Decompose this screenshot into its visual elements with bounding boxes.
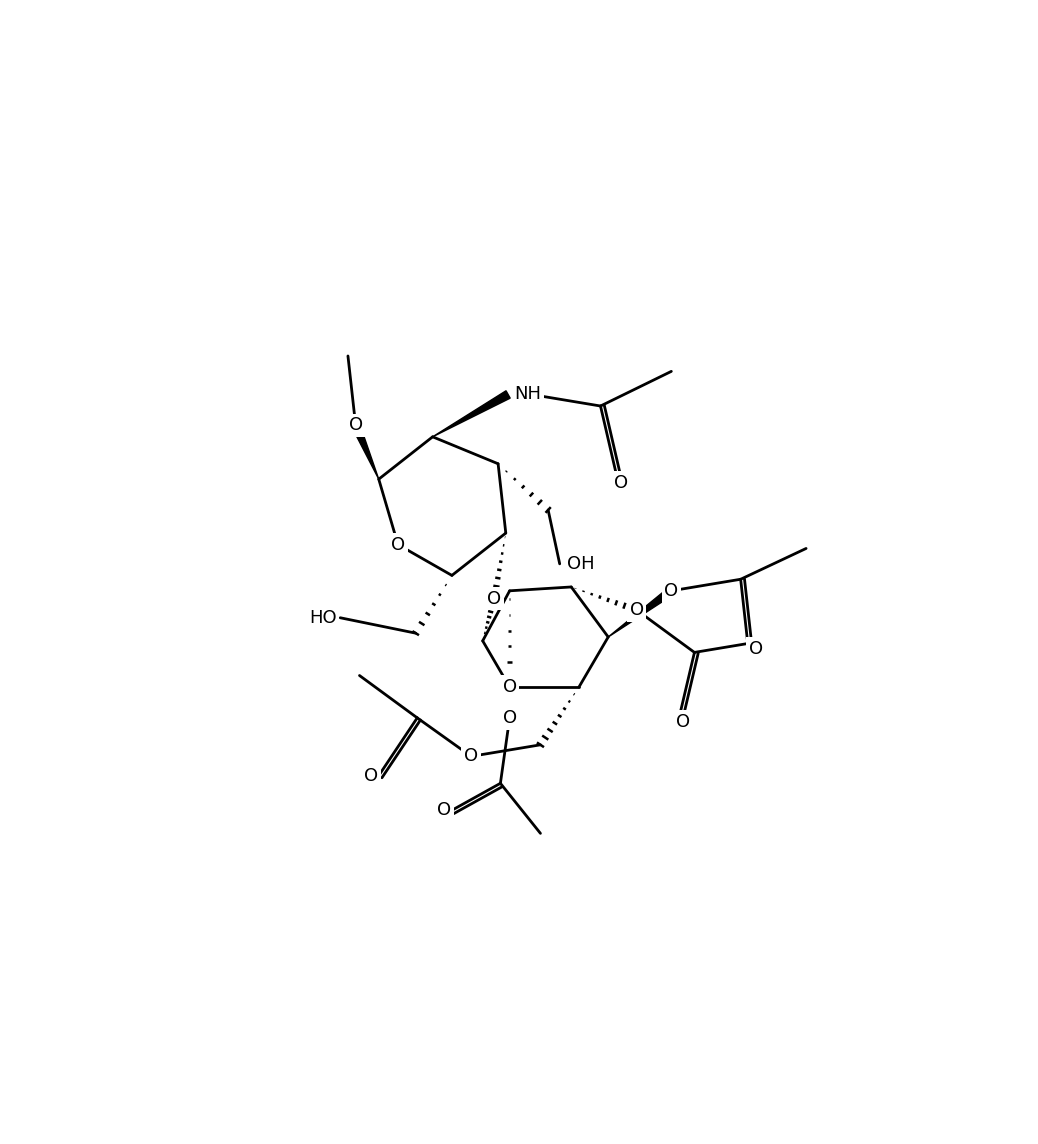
Text: O: O [664,582,679,599]
Text: O: O [464,747,479,765]
Polygon shape [352,423,379,479]
Text: O: O [391,535,405,554]
Text: O: O [364,766,378,785]
Polygon shape [433,391,511,437]
Text: O: O [502,678,517,696]
Text: O: O [676,713,690,731]
Text: O: O [630,601,644,619]
Text: O: O [749,639,763,658]
Text: O: O [487,589,501,607]
Polygon shape [608,587,674,637]
Text: OH: OH [568,555,595,573]
Text: HO: HO [308,609,336,627]
Text: O: O [349,416,362,435]
Text: O: O [502,709,517,726]
Text: NH: NH [514,386,541,404]
Text: O: O [614,474,628,492]
Text: O: O [437,801,452,819]
